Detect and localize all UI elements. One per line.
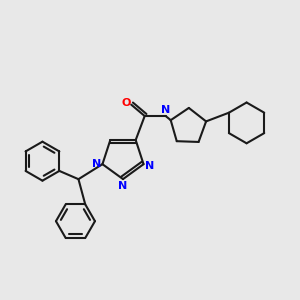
Text: N: N: [145, 161, 154, 171]
Text: O: O: [121, 98, 130, 108]
Text: N: N: [92, 159, 101, 169]
Text: N: N: [118, 181, 127, 191]
Text: N: N: [161, 105, 170, 115]
